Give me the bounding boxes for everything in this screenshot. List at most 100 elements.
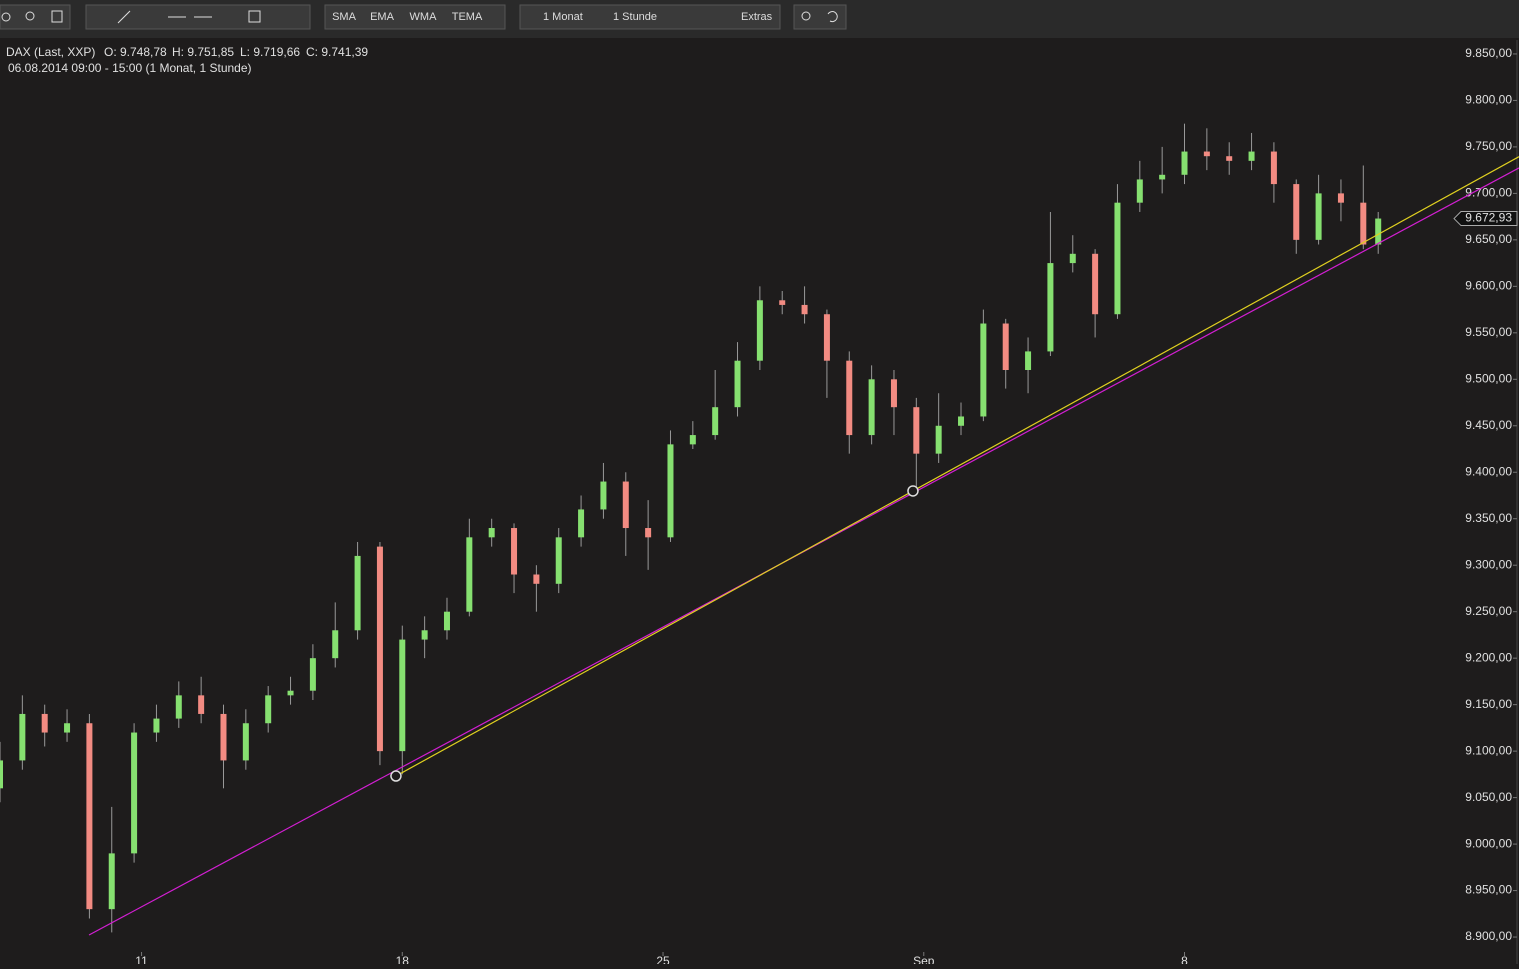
x-tick-label: 18	[396, 954, 410, 964]
candle-body	[734, 360, 741, 408]
search-icon	[25, 11, 35, 21]
candle-body	[913, 407, 920, 454]
y-tick-label: 9.200,00	[1465, 650, 1512, 664]
y-tick-label: 9.700,00	[1465, 186, 1512, 200]
y-tick-label: 9.850,00	[1465, 46, 1512, 60]
chart-title: DAX (Last, XXP)	[6, 45, 95, 59]
candle-body	[1315, 193, 1322, 240]
line-icon	[117, 10, 131, 24]
candle-body	[1226, 156, 1233, 161]
candle-body	[220, 713, 227, 761]
candle-body	[533, 574, 540, 584]
anchor-handle	[907, 485, 919, 497]
candle-body	[332, 630, 339, 659]
indicator[interactable]: SMA	[332, 11, 357, 23]
candle-body	[1248, 151, 1255, 161]
y-tick-label: 8.950,00	[1465, 883, 1512, 897]
period-bar[interactable]	[519, 4, 781, 30]
y-tick-label: 9.750,00	[1465, 139, 1512, 153]
zoom-icon	[801, 11, 811, 21]
candle-body	[421, 630, 428, 640]
y-tick-label: 9.500,00	[1465, 371, 1512, 385]
undo-icon	[827, 11, 838, 23]
interval[interactable]: 1 Stunde	[613, 11, 657, 23]
ohlc-info: O: 9.748,78	[104, 45, 167, 59]
candle-body	[488, 528, 495, 538]
candle-body	[1337, 193, 1344, 203]
tool-group[interactable]	[0, 4, 71, 30]
candle-body	[1270, 151, 1277, 185]
indicator[interactable]: WMA	[410, 11, 438, 23]
y-tick-label: 9.600,00	[1465, 279, 1512, 293]
y-tick-label: 9.000,00	[1465, 836, 1512, 850]
candle-body	[0, 760, 3, 789]
candle-body	[198, 695, 205, 714]
last-price-label: 9.672,93	[1465, 211, 1512, 225]
candle-body	[287, 690, 294, 696]
rect-icon	[248, 10, 261, 23]
y-tick-label: 9.150,00	[1465, 697, 1512, 711]
candle-body	[1159, 174, 1166, 180]
candle-body	[756, 300, 763, 361]
y-tick-label: 8.900,00	[1465, 929, 1512, 943]
y-tick-label: 9.300,00	[1465, 557, 1512, 571]
x-tick-label: 25	[656, 954, 670, 964]
candle-body	[1069, 253, 1076, 264]
candle-body	[667, 444, 674, 538]
indicator[interactable]: TEMA	[452, 11, 483, 23]
candle-body	[41, 713, 48, 733]
candle-body	[443, 611, 450, 631]
candle-body	[511, 528, 518, 575]
candle-body	[1360, 202, 1367, 245]
candle-body	[1136, 179, 1143, 203]
y-tick-label: 9.550,00	[1465, 325, 1512, 339]
candle-body	[935, 425, 942, 454]
candle-body	[1114, 202, 1121, 315]
y-tick-label: 9.250,00	[1465, 604, 1512, 618]
candle-body	[64, 723, 71, 733]
candle-body	[868, 379, 875, 436]
grid-icon	[51, 10, 63, 23]
chart-subtitle: 06.08.2014 09:00 - 15:00 (1 Monat, 1 Stu…	[8, 61, 252, 75]
candle-body	[86, 723, 93, 910]
ohlc-info: C: 9.741,39	[306, 45, 368, 59]
y-tick-label: 9.800,00	[1465, 93, 1512, 107]
x-tick-label: Sep	[913, 954, 935, 964]
candle-body	[1375, 218, 1382, 245]
x-tick-label: 8	[1181, 954, 1188, 964]
candle-body	[823, 314, 830, 361]
candle-body	[1002, 323, 1009, 370]
y-tick-label: 9.350,00	[1465, 511, 1512, 525]
y-tick-label: 9.100,00	[1465, 743, 1512, 757]
extras[interactable]: Extras	[741, 11, 773, 23]
candle-body	[600, 481, 607, 510]
candle-body	[108, 853, 115, 910]
candle-body	[1293, 184, 1300, 240]
x-tick-label: 11	[135, 954, 148, 964]
candle-body	[980, 323, 987, 417]
indicator[interactable]: EMA	[370, 11, 395, 23]
candle-body	[712, 407, 719, 436]
candle-body	[801, 304, 808, 315]
candle-body	[153, 718, 160, 733]
plot: O: 9.748,78 H: 9.751,85 L: 9.719,66 C: 9.74…	[0, 45, 1519, 968]
ohlc-info: H: 9.751,85	[172, 45, 234, 59]
candle-body	[645, 528, 652, 538]
candle-body	[19, 713, 26, 761]
anchor-handle	[390, 770, 402, 782]
candle-body	[555, 537, 562, 584]
indicator-bar[interactable]	[324, 4, 506, 30]
candle-body	[689, 435, 696, 445]
candle-body	[1025, 351, 1032, 370]
candle-body	[578, 509, 585, 538]
settings-icon	[1, 12, 11, 22]
period[interactable]: 1 Monat	[543, 11, 583, 23]
candle-body	[376, 546, 383, 752]
candle-body	[309, 658, 316, 691]
y-tick-label: 9.650,00	[1465, 232, 1512, 246]
candle-body	[1181, 151, 1188, 175]
last-price-tag	[1453, 211, 1518, 227]
candle-body	[466, 537, 473, 612]
candle-body	[131, 732, 138, 854]
